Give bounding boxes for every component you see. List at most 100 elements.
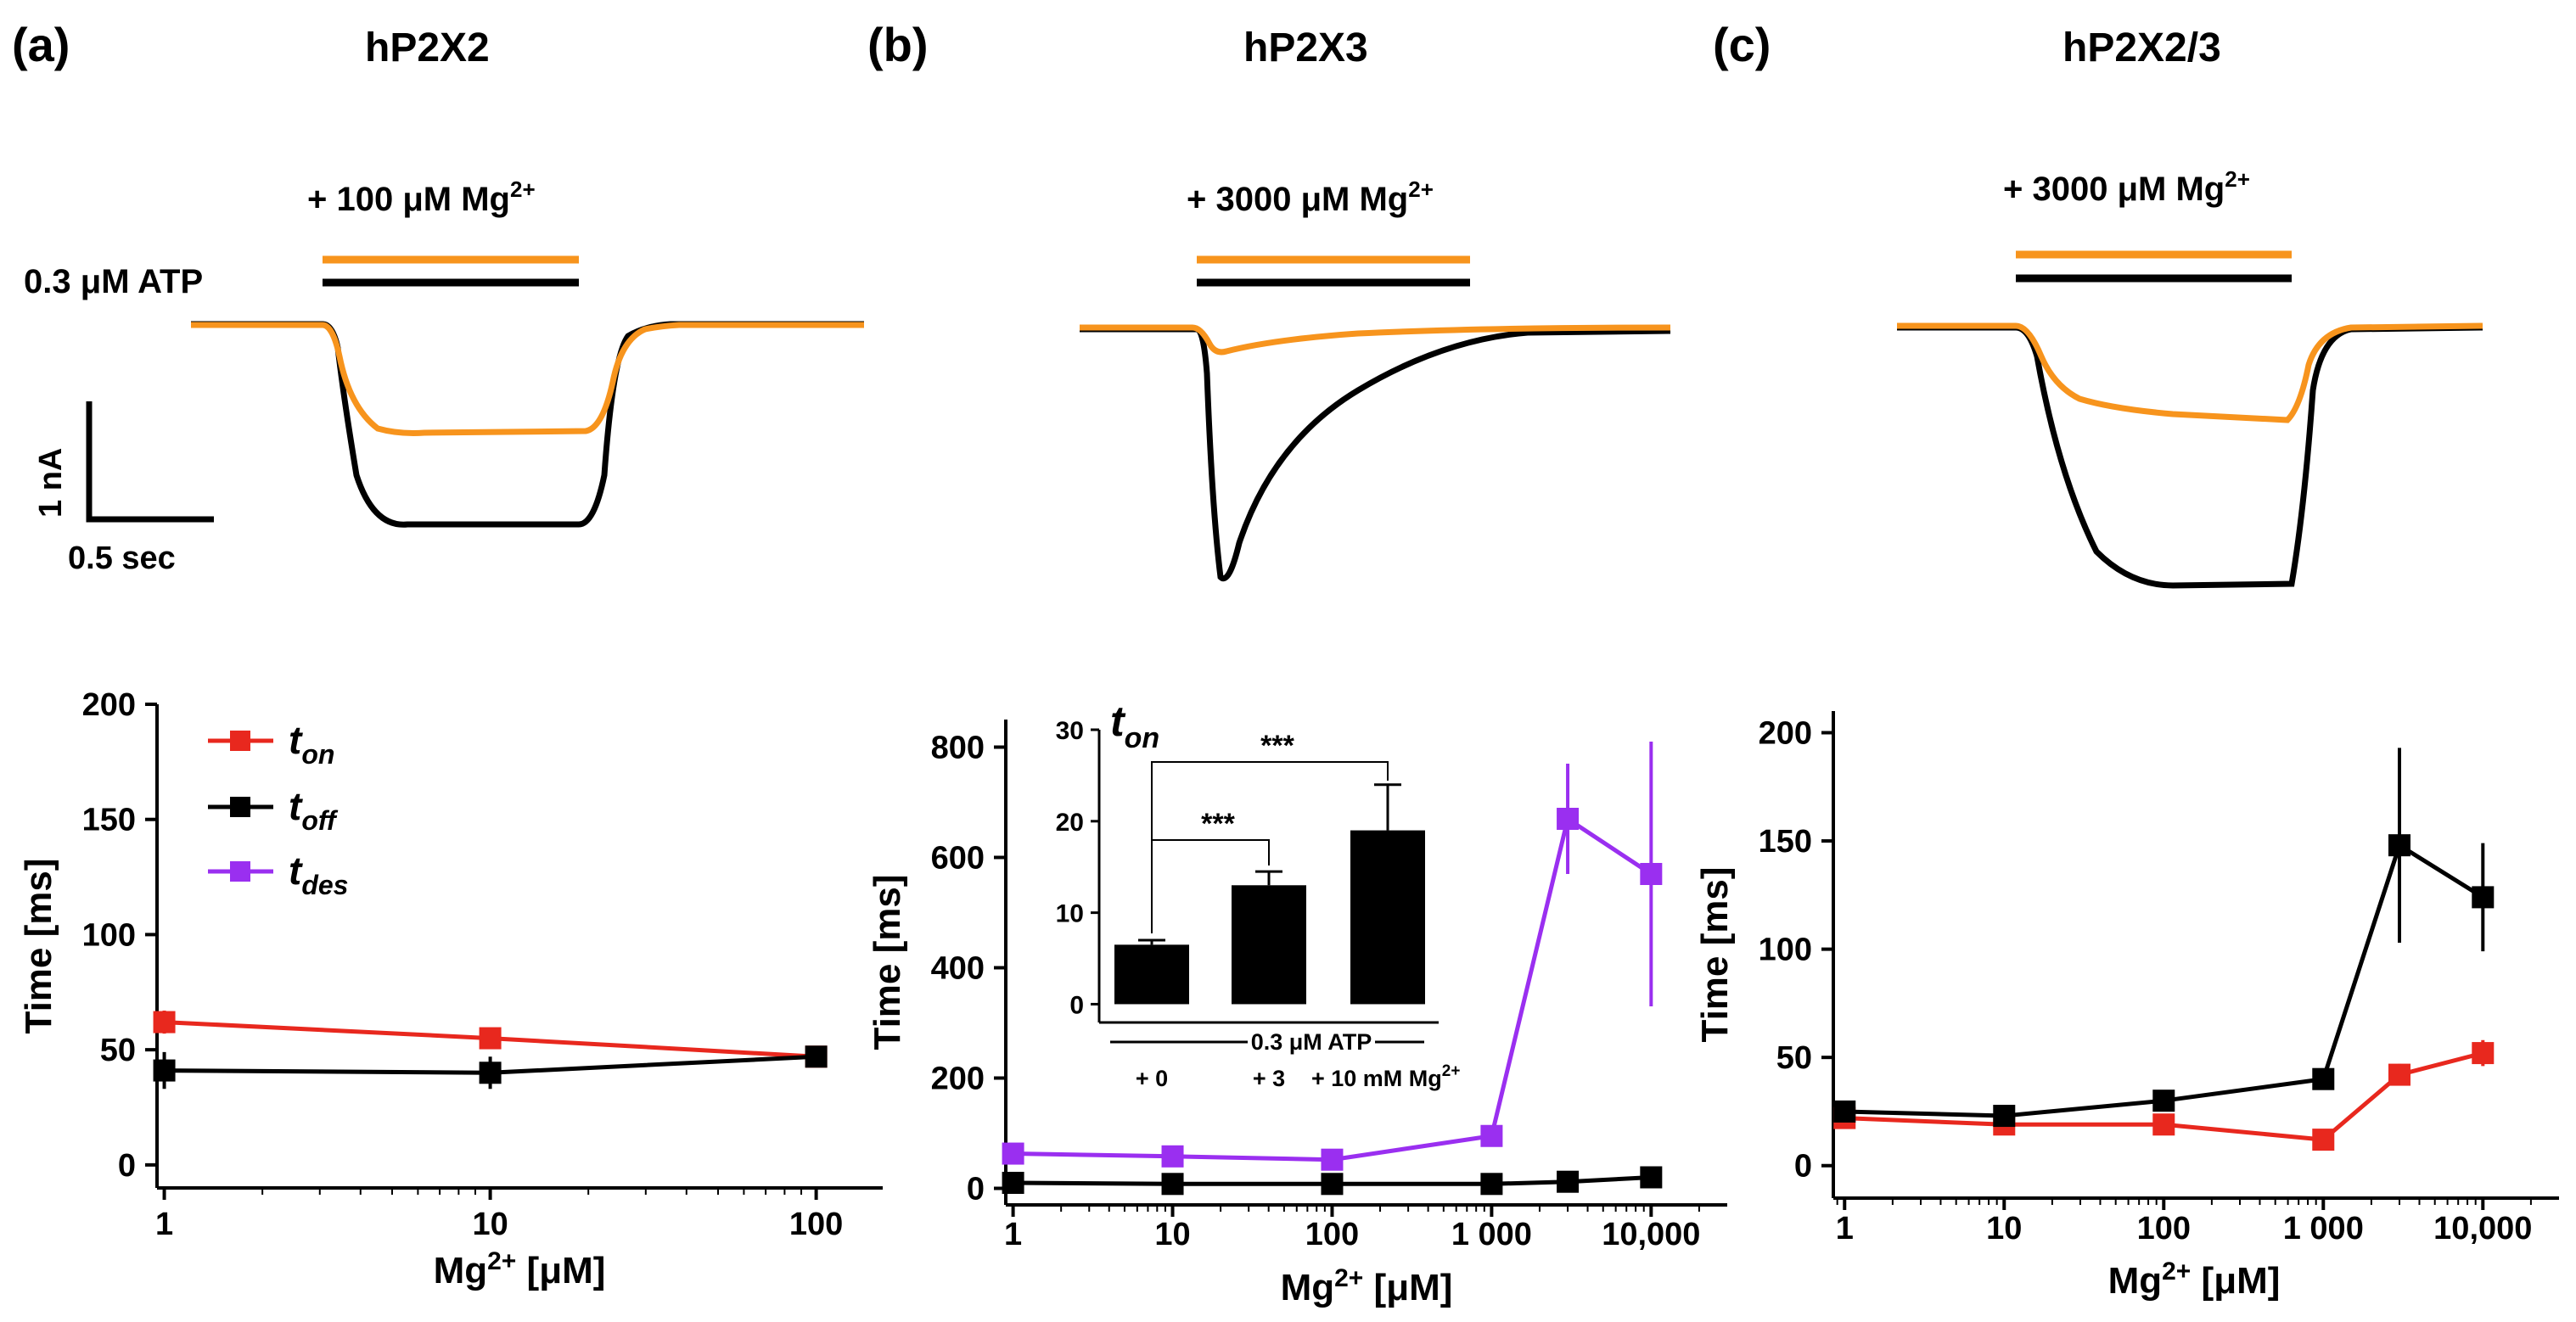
legend-toff-label: toff	[289, 784, 339, 836]
panel-a-title: hP2X2	[365, 25, 490, 70]
panel-a-x-axis-label: Mg2+ [μM]	[434, 1247, 606, 1291]
scale-bar-y-label: 1 nA	[33, 448, 69, 518]
panel-a-y-axis-label: Time [ms]	[18, 858, 59, 1034]
panel-b-y-tick-label-2: 400	[931, 951, 985, 987]
panel-b-x-axis-label: Mg2+ [μM]	[1281, 1264, 1453, 1308]
panel-a-y-tick-label-4: 200	[82, 687, 136, 723]
panel-a-control-trace	[191, 321, 864, 528]
panel-b-tdes-point-0	[1002, 1142, 1024, 1165]
scale-bar	[86, 401, 214, 523]
inset-bar-0	[1114, 944, 1189, 1005]
panel-b-x-tick-label-3: 1 000	[1451, 1217, 1532, 1252]
panel-a-toff-point-0	[153, 1059, 176, 1082]
panel-a-ton-point-1	[479, 1027, 502, 1050]
panel-c-title: hP2X2/3	[2062, 25, 2221, 70]
panel-a-label: (a)	[12, 18, 70, 71]
panel-a-x-tick-label-0: 1	[155, 1207, 173, 1242]
inset-cat-2: + 10 mM Mg2+	[1311, 1062, 1460, 1091]
panel-c-toff-point-5	[2472, 886, 2495, 909]
panel-b-tdes-point-5	[1640, 863, 1663, 885]
panel-a-toff-point-2	[805, 1045, 828, 1068]
panel-b-x-tick-label-2: 100	[1305, 1217, 1359, 1252]
panel-b-toff-point-5	[1640, 1166, 1663, 1189]
panel-a-plot: 0 50 100 150 200 1 10 100 Mg2+ [μM] Time [ms]	[18, 687, 883, 1291]
panel-c-toff-point-4	[2388, 834, 2410, 857]
panel-b-tdes-point-1	[1161, 1145, 1184, 1168]
panel-a-x-tick-label-1: 10	[472, 1207, 508, 1242]
panel-c-x-tick-label-0: 1	[1836, 1211, 1854, 1246]
legend-tdes-marker	[230, 861, 250, 882]
scale-bar-x-label: 0.5 sec	[68, 541, 176, 576]
panel-c-x-axis-label: Mg2+ [μM]	[2108, 1258, 2281, 1302]
panel-c-toff-point-0	[1833, 1100, 1856, 1123]
panel-b-y-tick-label-4: 800	[931, 731, 985, 766]
inset-atp-label: 0.3 μM ATP	[1251, 1029, 1372, 1055]
panel-c-toff-line	[1844, 842, 2484, 1118]
panel-b-tdes-line	[1013, 815, 1653, 1162]
panel-c-y-tick-label-2: 100	[1759, 933, 1812, 968]
panel-b-toff-line	[1013, 1175, 1652, 1186]
panel-b-y-tick-label-3: 600	[931, 841, 985, 877]
panel-c-plot: 0 50 100 150 200 1 10 100 1 000 10,000 Mg2+ [μM] Ti…	[1694, 711, 2559, 1302]
panel-c-label: (c)	[1713, 18, 1771, 71]
panel-a-y-tick-label-1: 50	[100, 1033, 136, 1068]
panel-a-mg-label: + 100 μM Mg2+	[307, 176, 536, 218]
panel-c-mg-label: + 3000 μM Mg2+	[2003, 166, 2250, 208]
panel-c-control-trace	[1897, 324, 2483, 589]
legend-toff-marker	[230, 797, 250, 817]
legend-ton-label: ton	[289, 718, 334, 770]
panel-c-ton-line	[1844, 1050, 2483, 1142]
panel-b-mg-trace	[1080, 324, 1671, 356]
panel-c-ton-point-4	[2388, 1063, 2410, 1086]
panel-b-y-tick-label-1: 200	[931, 1062, 985, 1097]
legend-tdes-label: tdes	[289, 849, 348, 900]
panel-a-ton-point-0	[153, 1011, 176, 1034]
panel-b-y-tick-label-0: 0	[967, 1172, 985, 1207]
inset-bar-2	[1350, 830, 1425, 1005]
inset-y-tick-label-1: 10	[1056, 900, 1084, 928]
inset-y-tick-label-2: 20	[1056, 809, 1084, 837]
panel-c-x-tick-label-1: 10	[1986, 1211, 2022, 1246]
inset-bar-chart: ton 0.3 μM ATP + 0 + 3 + 10 mM Mg2+ 0 10 2…	[1056, 697, 1461, 1091]
panel-c-toff-point-3	[2312, 1067, 2335, 1090]
inset-significance-0: ***	[1201, 808, 1235, 840]
panel-c-x-tick-label-2: 100	[2137, 1211, 2191, 1246]
panel-c-ton-point-5	[2472, 1042, 2495, 1065]
legend-ton-marker	[230, 731, 250, 751]
panel-c-y-axis-label: Time [ms]	[1694, 866, 1736, 1042]
panel-b-toff-point-4	[1557, 1170, 1580, 1193]
panel-c-mg-trace	[1897, 322, 2483, 423]
panel-a-mg-trace	[191, 322, 864, 436]
legend: ton toff tdes	[208, 718, 348, 900]
panel-b-x-tick-label-4: 10,000	[1602, 1217, 1700, 1252]
inset-y-tick-label-0: 0	[1069, 991, 1084, 1019]
panel-b-control-trace	[1080, 326, 1671, 582]
panel-b-x-tick-label-0: 1	[1004, 1217, 1022, 1252]
panel-c-y-tick-label-0: 0	[1794, 1149, 1812, 1185]
panel-b-toff-point-2	[1321, 1173, 1344, 1196]
panel-a-toff-point-1	[479, 1062, 502, 1084]
inset-cat-1: + 3	[1253, 1066, 1285, 1091]
panel-b-y-axis-label: Time [ms]	[867, 874, 908, 1050]
panel-b-x-tick-label-1: 10	[1154, 1217, 1190, 1252]
panel-c-toff-point-2	[2152, 1090, 2175, 1112]
panel-a-y-tick-label-3: 150	[82, 803, 136, 838]
inset-significance-1: ***	[1260, 730, 1294, 762]
panel-b-label: (b)	[867, 18, 929, 71]
panel-b-title: hP2X3	[1243, 25, 1368, 70]
panel-b-tdes-point-4	[1557, 808, 1580, 830]
inset-y-tick-label-3: 30	[1056, 717, 1084, 745]
inset-bar-1	[1232, 885, 1306, 1005]
panel-a-y-tick-label-2: 100	[82, 917, 136, 953]
panel-c-y-tick-label-4: 200	[1759, 716, 1812, 752]
panel-b-toff-point-1	[1161, 1173, 1184, 1196]
panel-a-y-tick-label-0: 0	[118, 1148, 136, 1184]
panel-b-mg-label: + 3000 μM Mg2+	[1187, 176, 1434, 218]
inset-cat-0: + 0	[1136, 1066, 1168, 1091]
panel-b-toff-point-3	[1480, 1173, 1503, 1196]
inset-significance-bracket-1	[1151, 761, 1389, 933]
inset-title: ton	[1110, 697, 1159, 754]
panel-b-tdes-point-2	[1321, 1148, 1344, 1171]
